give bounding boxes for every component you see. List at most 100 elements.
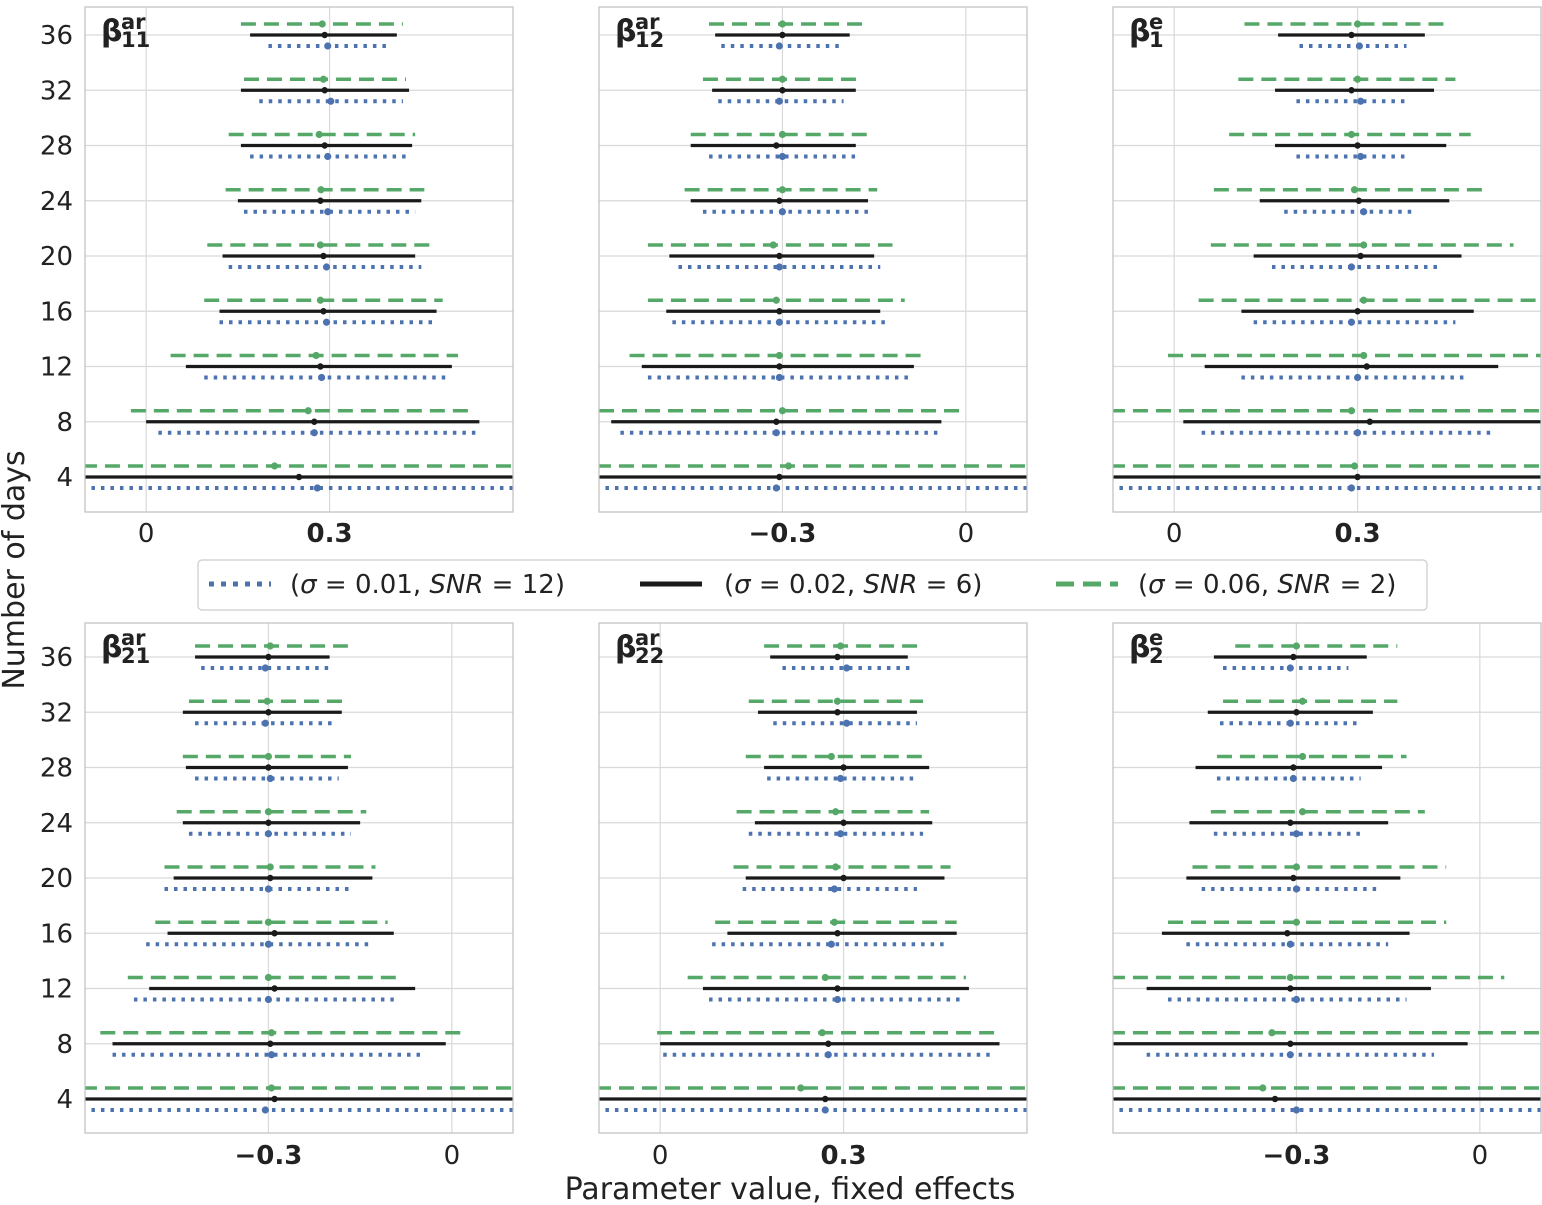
legend-text-part: = xyxy=(751,570,789,600)
point-estimate-s006 xyxy=(1350,186,1359,194)
point-estimate-s006 xyxy=(778,407,787,415)
y-tick-label: 36 xyxy=(40,21,73,51)
y-tick-label: 8 xyxy=(56,408,73,438)
legend-text-part: = xyxy=(317,570,355,600)
panel-frame xyxy=(1112,622,1542,1134)
legend-value: 12 xyxy=(522,570,555,600)
point-estimate-s006 xyxy=(1360,296,1368,304)
point-estimate-s001 xyxy=(324,42,332,50)
y-tick-label: 24 xyxy=(40,809,73,839)
point-estimate-s001 xyxy=(827,940,835,948)
x-tick-label: −0.3 xyxy=(749,519,817,549)
legend-text-part: SNR xyxy=(863,570,917,600)
point-estimate-s002 xyxy=(773,142,780,149)
legend-text-part: , xyxy=(847,570,864,600)
point-estimate-s002 xyxy=(1290,764,1297,771)
point-estimate-s001 xyxy=(310,429,318,437)
point-estimate-s001 xyxy=(1357,152,1365,161)
legend-text-part: ( xyxy=(290,570,300,600)
point-estimate-s002 xyxy=(1293,709,1300,716)
point-estimate-s001 xyxy=(267,1051,276,1059)
point-estimate-s001 xyxy=(1289,774,1297,783)
point-estimate-s006 xyxy=(1347,407,1356,415)
legend-text-part: SNR xyxy=(429,570,483,600)
legend-text-part: σ xyxy=(734,570,752,600)
panel-frame xyxy=(598,6,1028,513)
panel-label-subscript: 21 xyxy=(121,644,150,668)
y-axis-title: Number of days xyxy=(0,450,32,689)
point-estimate-s006 xyxy=(264,808,273,816)
point-estimate-s002 xyxy=(321,87,328,94)
point-estimate-s006 xyxy=(775,351,783,360)
panel-label-beta: β xyxy=(1129,14,1150,49)
panel-label-beta: β xyxy=(615,630,636,665)
point-estimate-s006 xyxy=(266,642,274,650)
point-estimate-s001 xyxy=(1286,940,1294,948)
point-estimate-s001 xyxy=(1292,1106,1301,1114)
point-estimate-s002 xyxy=(1284,930,1291,937)
panel-label-beta: β xyxy=(101,630,122,665)
y-tick-label: 36 xyxy=(40,643,73,673)
point-estimate-s001 xyxy=(1353,429,1362,437)
panel-series-b21 xyxy=(85,642,513,1114)
point-estimate-s001 xyxy=(778,152,787,161)
y-tick-label: 8 xyxy=(56,1030,73,1060)
point-estimate-s002 xyxy=(776,363,783,370)
point-estimate-s001 xyxy=(772,484,780,492)
point-estimate-s006 xyxy=(304,407,312,415)
point-estimate-s001 xyxy=(318,373,326,382)
point-estimate-s002 xyxy=(267,874,274,882)
point-estimate-s001 xyxy=(1353,373,1362,382)
x-tick-label: 0 xyxy=(138,519,155,549)
x-axis-title: Parameter value, fixed effects xyxy=(565,1172,1016,1205)
point-estimate-s006 xyxy=(1360,241,1368,249)
point-estimate-s006 xyxy=(1353,75,1362,83)
y-tick-label: 32 xyxy=(40,698,73,728)
point-estimate-s006 xyxy=(316,241,324,249)
y-tick-label: 4 xyxy=(56,1085,73,1115)
point-estimate-s006 xyxy=(319,75,328,83)
panel-frame xyxy=(84,6,514,513)
point-estimate-s006 xyxy=(778,75,787,83)
x-tick-label: 0.3 xyxy=(307,519,353,549)
legend-label-s002: (σ = 0.02, SNR = 6) xyxy=(724,570,982,600)
point-estimate-s001 xyxy=(261,719,269,727)
point-estimate-s006 xyxy=(317,186,325,194)
panel-label-superscript: ar xyxy=(635,626,660,650)
x-tick-label: 0.3 xyxy=(821,1141,867,1171)
point-estimate-s001 xyxy=(1292,995,1301,1004)
point-estimate-s006 xyxy=(827,752,835,761)
panel-label-superscript: ar xyxy=(121,10,146,34)
point-estimate-s002 xyxy=(840,764,847,771)
point-estimate-s001 xyxy=(1292,885,1301,893)
point-estimate-s001 xyxy=(778,208,787,216)
legend-label-s006: (σ = 0.06, SNR = 2) xyxy=(1138,570,1396,600)
point-estimate-s002 xyxy=(834,930,841,937)
panel-label-subscript: 1 xyxy=(1149,28,1164,52)
point-estimate-s002 xyxy=(265,764,272,771)
point-estimate-s006 xyxy=(1259,1084,1267,1092)
point-estimate-s002 xyxy=(773,418,780,425)
legend-value: 6 xyxy=(956,570,973,600)
point-estimate-s001 xyxy=(843,719,851,727)
point-estimate-s002 xyxy=(834,985,841,992)
point-estimate-s006 xyxy=(266,863,274,871)
point-estimate-s002 xyxy=(1363,363,1370,370)
point-estimate-s006 xyxy=(1292,918,1301,926)
panel-series-b2 xyxy=(1113,642,1541,1114)
point-estimate-s002 xyxy=(271,985,278,992)
point-estimate-s001 xyxy=(261,1106,269,1114)
series-layer xyxy=(85,20,1541,1114)
x-tick-label: 0 xyxy=(1166,519,1183,549)
point-estimate-s002 xyxy=(1354,308,1361,315)
panel-label-beta: β xyxy=(615,14,636,49)
point-estimate-s006 xyxy=(833,697,842,705)
point-estimate-s006 xyxy=(778,130,787,139)
point-estimate-s002 xyxy=(825,1040,832,1047)
point-estimate-s001 xyxy=(833,995,842,1004)
y-tick-label: 16 xyxy=(40,297,73,327)
panel-frame xyxy=(84,622,514,1134)
legend-text-part: σ xyxy=(1148,570,1166,600)
y-tick-label: 20 xyxy=(40,242,73,272)
